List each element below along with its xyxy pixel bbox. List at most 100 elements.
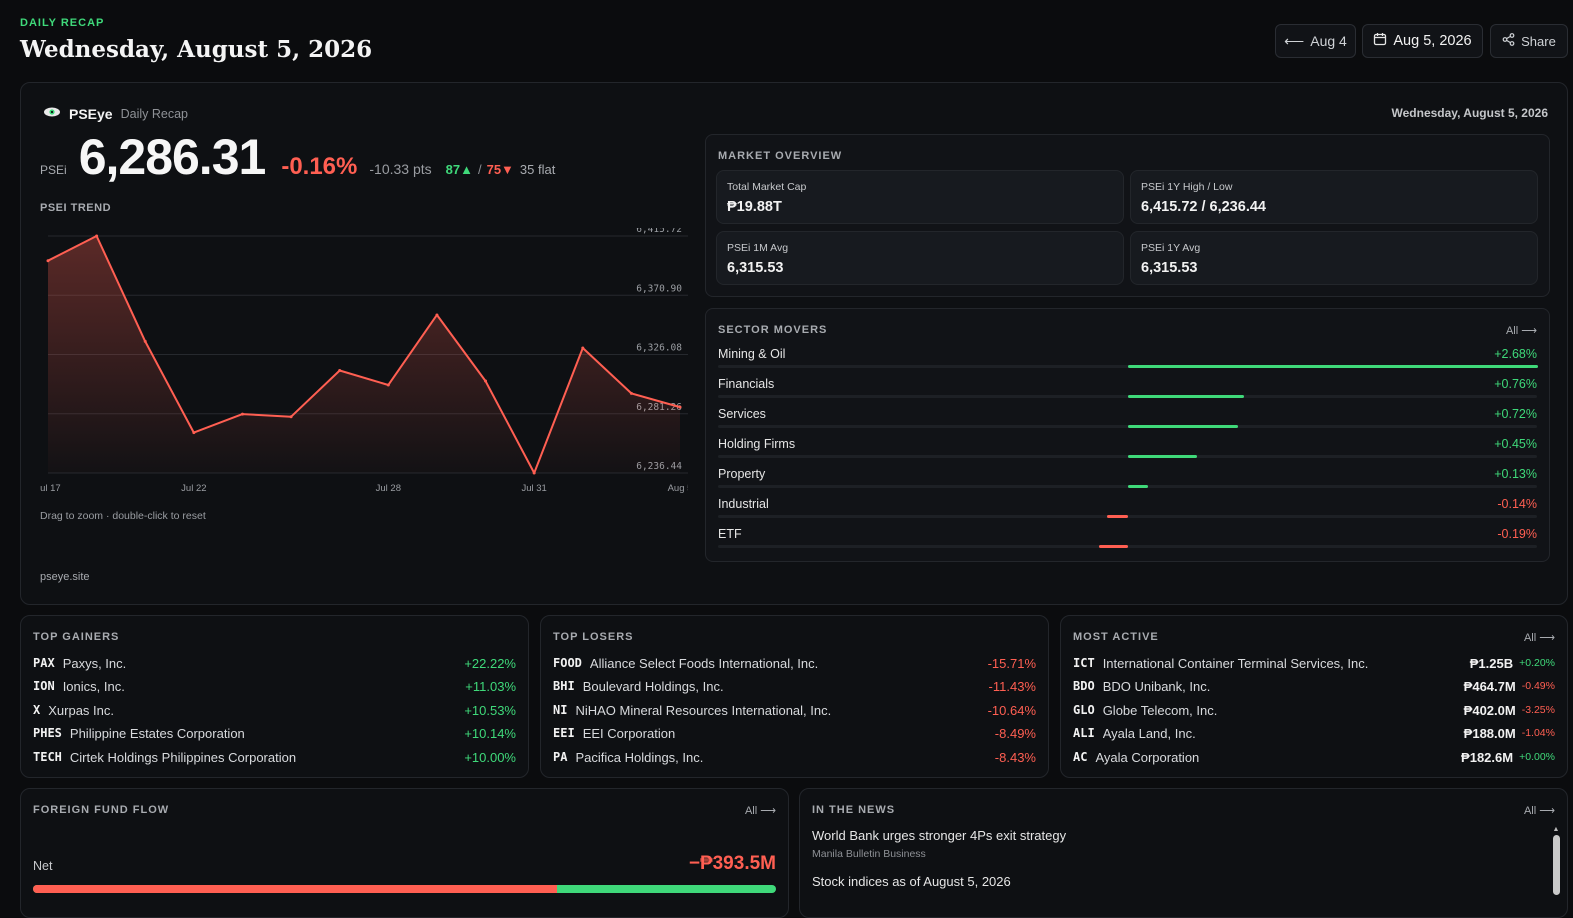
change-pct: +0.00% — [1519, 751, 1555, 763]
breadth-separator: / — [477, 162, 482, 177]
sector-row[interactable]: Industrial -0.14% — [718, 497, 1537, 527]
calendar-icon — [1373, 32, 1387, 50]
sector-row[interactable]: Holding Firms +0.45% — [718, 437, 1537, 467]
sector-bar — [1128, 365, 1538, 368]
sector-movers-title: SECTOR MOVERS — [718, 324, 828, 336]
stat-market-cap: Total Market Cap ₱19.88T — [716, 170, 1124, 224]
ticker: GLO — [1073, 703, 1095, 717]
prev-day-button[interactable]: ⟵ Aug 4 — [1275, 24, 1356, 58]
share-button[interactable]: Share — [1490, 24, 1568, 58]
news-item[interactable]: Stock indices as of August 5, 2026 — [812, 874, 1512, 889]
data-point — [289, 415, 293, 419]
most-active-all-link[interactable]: All ⟶ — [1523, 632, 1555, 644]
list-item[interactable]: ION Ionics, Inc. +11.03% — [33, 676, 516, 696]
sector-name: Property — [718, 467, 766, 481]
turnover-value: ₱402.0M — [1463, 702, 1516, 718]
sector-row[interactable]: ETF -0.19% — [718, 527, 1537, 557]
change-pct: -8.43% — [994, 749, 1036, 765]
data-point — [46, 259, 50, 263]
sector-change: -0.14% — [1497, 497, 1537, 511]
list-item[interactable]: PAX Paxys, Inc. +22.22% — [33, 653, 516, 673]
stat-1m-avg: PSEi 1M Avg 6,315.53 — [716, 231, 1124, 285]
ticker: PAX — [33, 656, 55, 670]
x-tick-label: Jul 31 — [521, 483, 546, 494]
list-item[interactable]: NI NiHAO Mineral Resources International,… — [553, 700, 1036, 720]
list-item[interactable]: PA Pacifica Holdings, Inc. -8.43% — [553, 747, 1036, 767]
change-pct: -1.04% — [1521, 727, 1555, 739]
change-pct: +11.03% — [465, 678, 516, 694]
market-overview-title: MARKET OVERVIEW — [718, 150, 843, 162]
ticker: ION — [33, 679, 55, 693]
sector-row[interactable]: Mining & Oil +2.68% — [718, 347, 1538, 377]
change-pct: +0.20% — [1519, 657, 1555, 669]
sector-bar — [1128, 485, 1148, 488]
ticker: FOOD — [553, 656, 582, 670]
ticker: X — [33, 703, 41, 717]
company-name: Ayala Corporation — [1095, 749, 1200, 765]
ticker: PHES — [33, 726, 62, 740]
change-pct: -11.43% — [988, 678, 1036, 694]
sector-all-link[interactable]: All ⟶ — [1505, 325, 1537, 337]
sector-change: +0.72% — [1494, 407, 1537, 421]
turnover-value: ₱182.6M — [1461, 749, 1514, 765]
brand-name: PSEye — [69, 106, 113, 122]
scrollbar-thumb[interactable] — [1552, 835, 1560, 895]
news-all-link[interactable]: All ⟶ — [1523, 805, 1555, 817]
change-pts: -10.33 pts — [369, 161, 432, 177]
index-value: 6,286.31 — [78, 129, 267, 185]
ticker: TECH — [33, 750, 62, 764]
list-item[interactable]: AC Ayala Corporation ₱182.6M +0.00% — [1073, 747, 1555, 767]
site-link[interactable]: pseye.site — [40, 571, 90, 583]
company-name: International Container Terminal Service… — [1102, 655, 1369, 671]
sector-name: Holding Firms — [718, 437, 796, 451]
news-item[interactable]: World Bank urges stronger 4Ps exit strat… — [812, 828, 1512, 860]
card-date: Wednesday, August 5, 2026 — [1391, 106, 1549, 120]
sector-row[interactable]: Property +0.13% — [718, 467, 1537, 497]
company-name: Pacifica Holdings, Inc. — [575, 749, 704, 765]
net-label: Net — [33, 859, 53, 873]
sector-bar-track — [718, 395, 1537, 398]
change-pct: -8.49% — [994, 725, 1036, 741]
list-item[interactable]: ALI Ayala Land, Inc. ₱188.0M -1.04% — [1073, 723, 1555, 743]
list-item[interactable]: ICT International Container Terminal Serv… — [1073, 653, 1555, 673]
data-point — [678, 405, 682, 409]
list-item[interactable]: BHI Boulevard Holdings, Inc. -11.43% — [553, 676, 1036, 696]
date-picker-button[interactable]: Aug 5, 2026 — [1362, 24, 1483, 58]
company-name: Boulevard Holdings, Inc. — [582, 678, 724, 694]
date-label: Aug 5, 2026 — [1393, 33, 1472, 49]
company-name: NiHAO Mineral Resources International, I… — [575, 702, 832, 718]
arrow-left-icon: ⟵ — [1284, 32, 1305, 49]
psei-trend-chart[interactable]: 6,415.726,370.906,326.086,281.266,236.44… — [40, 228, 688, 503]
scroll-up-icon[interactable]: ▲ — [1552, 826, 1560, 833]
declines-count: 75▼ — [486, 162, 514, 177]
stat-label: PSEi 1Y Avg — [1141, 242, 1201, 254]
company-name: Xurpas Inc. — [48, 702, 114, 718]
foreign-flow-all-link[interactable]: All ⟶ — [744, 805, 776, 817]
list-item[interactable]: GLO Globe Telecom, Inc. ₱402.0M -3.25% — [1073, 700, 1555, 720]
sector-bar — [1098, 545, 1128, 548]
list-item[interactable]: TECH Cirtek Holdings Philippines Corporat… — [33, 747, 516, 767]
sector-row[interactable]: Financials +0.76% — [718, 377, 1537, 407]
news-scrollbar[interactable]: ▲ — [1551, 826, 1561, 896]
list-item[interactable]: BDO BDO Unibank, Inc. ₱464.7M -0.49% — [1073, 676, 1555, 696]
market-overview-panel: MARKET OVERVIEW Total Market Cap ₱19.88T… — [705, 134, 1550, 297]
data-point — [240, 412, 244, 416]
data-point — [484, 379, 488, 383]
list-item[interactable]: X Xurpas Inc. +10.53% — [33, 700, 516, 720]
stat-value: ₱19.88T — [727, 199, 782, 215]
flat-count: 35 flat — [519, 162, 556, 177]
change-pct: -3.25% — [1521, 704, 1555, 716]
stat-value: 6,315.53 — [727, 260, 784, 276]
x-tick-label: Aug 5 — [668, 483, 688, 494]
change-pct: -15.71% — [987, 655, 1036, 671]
list-item[interactable]: FOOD Alliance Select Foods International,… — [553, 653, 1036, 673]
list-item[interactable]: PHES Philippine Estates Corporation +10.14… — [33, 723, 516, 743]
data-point — [143, 339, 147, 343]
change-pct: -0.49% — [1521, 680, 1555, 692]
list-item[interactable]: EEI EEI Corporation -8.49% — [553, 723, 1036, 743]
series-line — [47, 235, 681, 474]
sector-row[interactable]: Services +0.72% — [718, 407, 1537, 437]
sector-name: Financials — [718, 377, 775, 391]
data-point — [532, 471, 536, 475]
flow-bar-sell — [33, 885, 557, 893]
